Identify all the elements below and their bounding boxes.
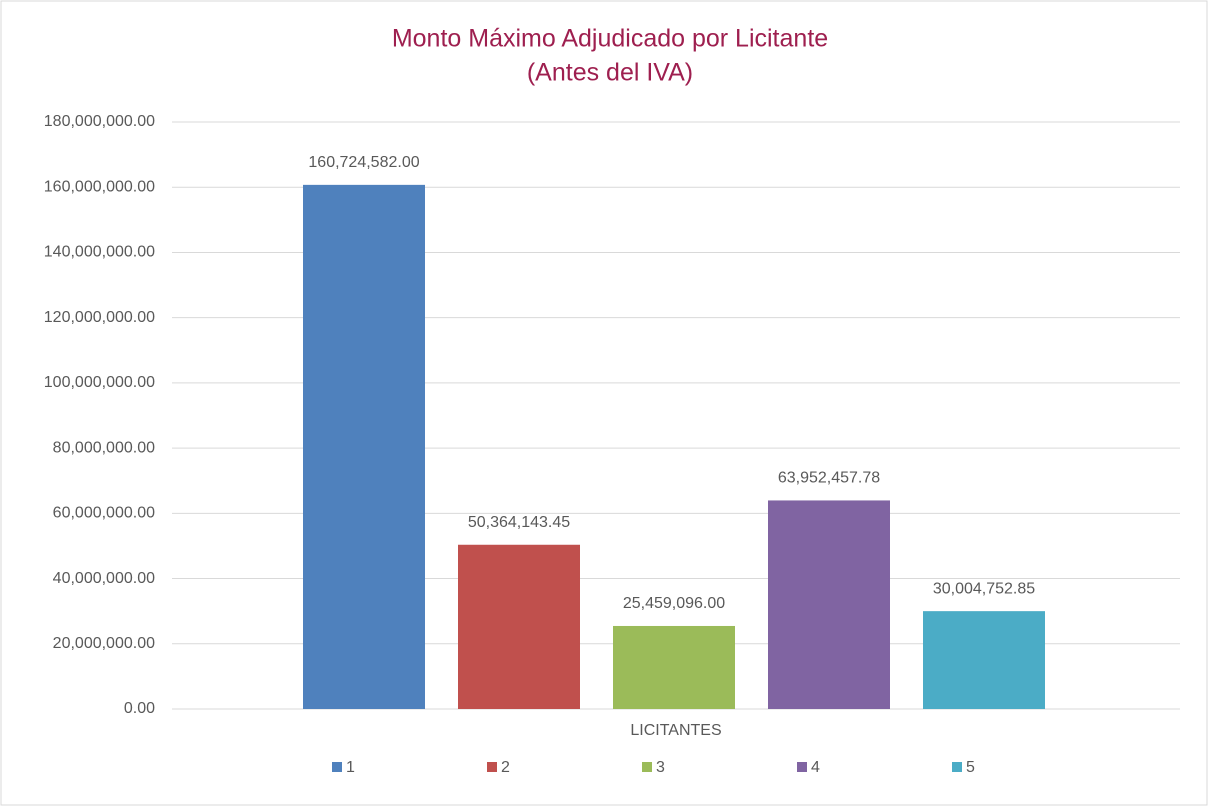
- bar: [458, 544, 580, 709]
- legend-label: 1: [346, 759, 355, 776]
- y-tick-label: 180,000,000.00: [44, 113, 155, 130]
- y-tick-label: 20,000,000.00: [53, 635, 155, 652]
- chart-title: Monto Máximo Adjudicado por Licitante: [392, 25, 828, 53]
- y-tick-label: 100,000,000.00: [44, 374, 155, 391]
- bar: [613, 625, 735, 709]
- bar: [303, 184, 425, 710]
- legend-label: 3: [656, 759, 665, 776]
- y-tick-label: 40,000,000.00: [53, 570, 155, 587]
- data-label: 160,724,582.00: [308, 154, 419, 171]
- legend-swatch: [952, 762, 962, 772]
- bar: [923, 611, 1045, 709]
- legend-label: 4: [811, 759, 820, 776]
- chart-subtitle: (Antes del IVA): [527, 59, 693, 87]
- legend-label: 5: [966, 759, 975, 776]
- data-label: 30,004,752.85: [933, 580, 1035, 597]
- legend-swatch: [332, 762, 342, 772]
- y-tick-label: 120,000,000.00: [44, 309, 155, 326]
- data-label: 25,459,096.00: [623, 595, 725, 612]
- y-tick-label: 140,000,000.00: [44, 244, 155, 261]
- legend-swatch: [642, 762, 652, 772]
- legend-swatch: [797, 762, 807, 772]
- x-tick-label: LICITANTES: [630, 722, 721, 739]
- data-label: 63,952,457.78: [778, 470, 880, 487]
- data-label: 50,364,143.45: [468, 514, 570, 531]
- legend-swatch: [487, 762, 497, 772]
- legend-label: 2: [501, 759, 510, 776]
- y-tick-label: 80,000,000.00: [53, 439, 155, 456]
- y-tick-label: 160,000,000.00: [44, 178, 155, 195]
- y-tick-label: 60,000,000.00: [53, 505, 155, 522]
- y-tick-label: 0.00: [124, 700, 155, 717]
- bar: [768, 500, 890, 709]
